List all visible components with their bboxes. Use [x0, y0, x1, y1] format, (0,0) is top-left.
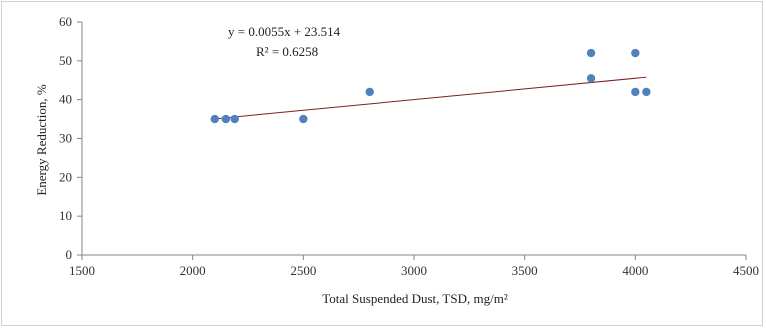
data-points	[210, 48, 651, 124]
x-tick-label: 3000	[401, 263, 427, 278]
y-tick-label: 40	[59, 92, 72, 107]
axes	[77, 21, 747, 260]
data-point	[642, 87, 651, 97]
data-point	[586, 48, 596, 58]
data-point	[586, 74, 596, 83]
y-tick-label: 50	[59, 53, 72, 68]
trendline-equation: y = 0.0055x + 23.514	[228, 24, 341, 39]
y-tick-label: 10	[59, 208, 72, 223]
data-point	[365, 87, 374, 97]
y-tick-label: 20	[59, 169, 72, 184]
y-axis-label: Energy Reduction, %	[34, 84, 49, 195]
x-tick-label: 4500	[733, 263, 759, 278]
x-tick-label: 1500	[69, 263, 95, 278]
data-point	[631, 87, 640, 97]
x-axis-label: Total Suspended Dust, TSD, mg/m²	[322, 291, 508, 306]
x-tick-label: 2500	[290, 263, 316, 278]
data-point	[299, 114, 308, 124]
data-point	[210, 114, 219, 124]
x-tick-label: 4000	[622, 263, 648, 278]
data-point	[631, 48, 640, 58]
r-squared-label: R² = 0.6258	[256, 44, 318, 59]
data-point	[221, 114, 231, 124]
x-tick-label: 3500	[512, 263, 538, 278]
trendline	[214, 76, 647, 120]
y-tick-label: 60	[59, 14, 72, 29]
data-point	[230, 114, 239, 124]
y-tick-label: 30	[59, 131, 72, 146]
tick-labels: 0 10 20 30 40 50 60 1500 2000 2500 3000 3500 4000 450…	[59, 14, 759, 278]
x-tick-label: 2000	[180, 263, 206, 278]
y-tick-label: 0	[66, 247, 73, 262]
